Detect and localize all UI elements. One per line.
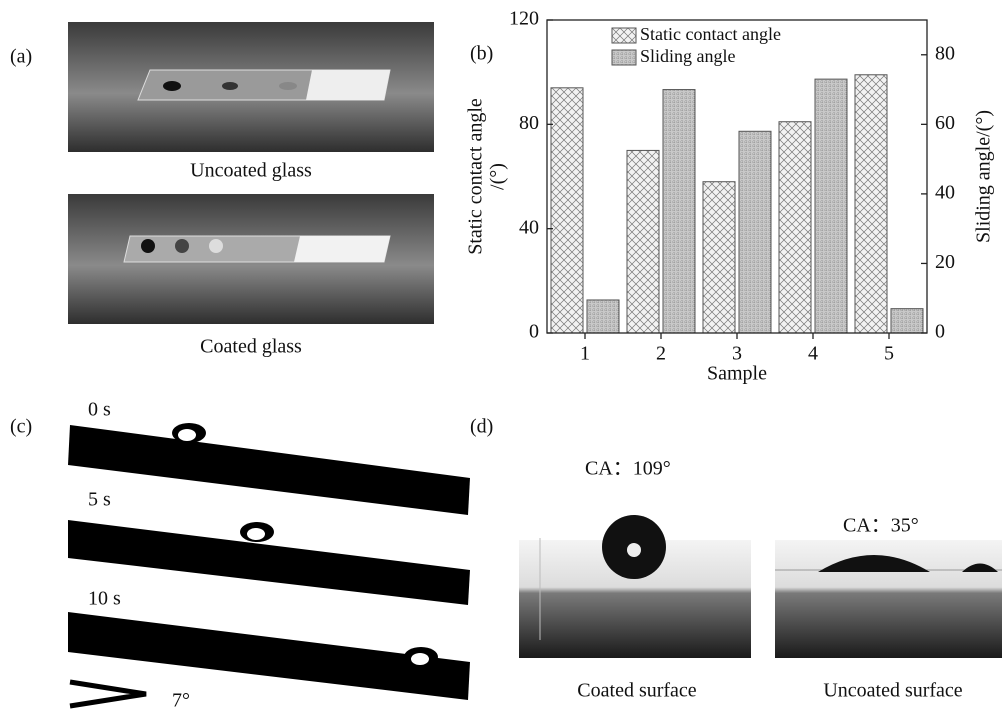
y2-tick-label: 20 xyxy=(935,251,955,273)
drop xyxy=(962,563,998,572)
caption: Coated glass xyxy=(200,336,302,358)
panel-label: (b) xyxy=(470,43,493,65)
y-tick-label: 0 xyxy=(529,321,539,343)
drop-highlight xyxy=(627,543,641,557)
label-area xyxy=(306,70,390,100)
drop xyxy=(279,82,297,90)
bar xyxy=(550,87,584,334)
tilted-plate xyxy=(68,612,470,700)
drop xyxy=(175,239,189,253)
caption: Coated surface xyxy=(577,680,697,702)
angle-label: 7° xyxy=(172,690,190,712)
label-area xyxy=(294,236,390,262)
x-tick-label: 2 xyxy=(656,343,666,365)
x-tick-label: 3 xyxy=(732,343,742,365)
tilted-plate xyxy=(68,520,470,605)
y-axis-label: /(°) xyxy=(487,163,509,190)
panel-label: (a) xyxy=(10,46,32,68)
bar xyxy=(626,149,660,334)
legend-label: Sliding angle xyxy=(640,46,736,66)
drop xyxy=(222,82,238,90)
bar xyxy=(854,74,888,334)
drop-highlight xyxy=(411,653,429,665)
panel-label: (d) xyxy=(470,416,493,438)
y-tick-label: 40 xyxy=(519,216,539,238)
x-tick-label: 5 xyxy=(884,343,894,365)
legend-label: Static contact angle xyxy=(640,24,781,44)
bar xyxy=(662,89,696,334)
y2-tick-label: 40 xyxy=(935,181,955,203)
x-tick-label: 1 xyxy=(580,343,590,365)
legend-swatch xyxy=(611,49,637,66)
contact-angle-label: CA：109° xyxy=(585,458,671,480)
drop-highlight xyxy=(178,429,196,441)
x-axis-label: Sample xyxy=(707,363,767,385)
y2-tick-label: 80 xyxy=(935,42,955,64)
y2-axis-label: Sliding angle/(°) xyxy=(973,110,995,243)
drop-highlight xyxy=(247,528,265,540)
plot-frame xyxy=(546,19,928,334)
bar xyxy=(890,308,924,334)
y-tick-label: 80 xyxy=(519,112,539,134)
tilted-plate xyxy=(68,425,470,515)
time-label: 0 s xyxy=(88,399,111,421)
time-label: 5 s xyxy=(88,489,111,511)
bar xyxy=(814,78,848,334)
y-tick-label: 120 xyxy=(509,8,539,30)
y2-tick-label: 60 xyxy=(935,112,955,134)
caption: Uncoated glass xyxy=(190,160,312,182)
bar xyxy=(778,121,812,334)
panel-label: (c) xyxy=(10,416,32,438)
bar xyxy=(586,299,620,334)
drop xyxy=(209,239,223,253)
drop xyxy=(141,239,155,253)
drop xyxy=(818,555,930,572)
legend-swatch xyxy=(611,27,637,44)
y2-tick-label: 0 xyxy=(935,321,945,343)
contact-angle-label: CA：35° xyxy=(843,515,919,537)
bar-chart: 1 2 3 4 5 0 40 80 120 0 20 40 60 80 Sample Static conta… xyxy=(465,8,995,385)
angle-symbol xyxy=(69,679,147,709)
y-axis-label: Static contact angle xyxy=(465,98,487,255)
x-tick-label: 4 xyxy=(808,343,818,365)
caption: Uncoated surface xyxy=(823,680,962,702)
bar xyxy=(738,130,772,334)
drop xyxy=(163,81,181,91)
time-label: 10 s xyxy=(88,588,121,610)
bar xyxy=(702,181,736,334)
